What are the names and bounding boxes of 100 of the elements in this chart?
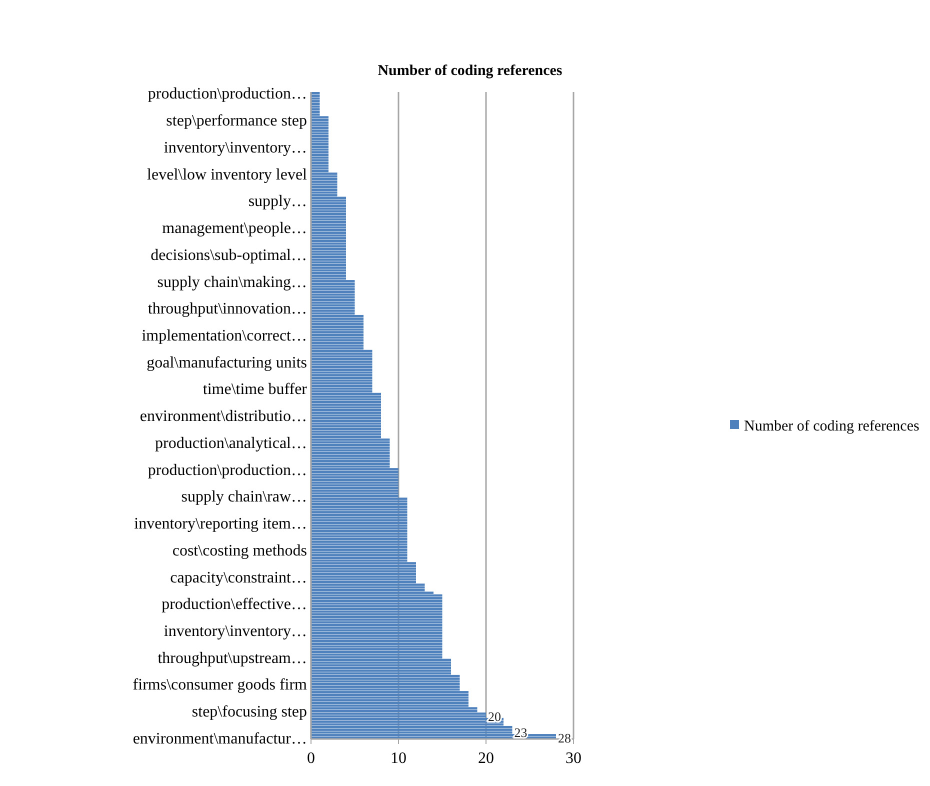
data-label: 28 [558,730,571,746]
y-tick-label: environment\distributio… [140,408,307,426]
bar [311,535,408,538]
bar [311,452,390,454]
bar [311,116,328,118]
bar [311,368,372,371]
bar [311,167,328,170]
y-tick-label: production\production… [148,462,307,479]
bar [311,570,416,572]
x-tick-label: 10 [390,750,406,767]
bar [311,366,372,368]
bar [311,634,442,637]
bar [311,360,372,363]
bar [311,172,338,175]
bar [311,726,512,728]
bar [311,304,355,306]
x-tick-label: 0 [307,750,315,767]
bar [311,352,372,355]
bar [311,339,364,342]
y-tick-label: supply chain\raw… [181,488,307,506]
bar [311,412,381,414]
bar [311,146,328,148]
bar [311,454,390,457]
bar [311,441,390,444]
bar [311,282,355,286]
bar [311,398,381,401]
bar [311,288,355,290]
bar [311,662,451,664]
bar [311,567,416,570]
bar [311,425,381,428]
bar [311,597,442,600]
bar [311,216,346,218]
bar [311,253,346,256]
bar [311,682,460,686]
bar [311,484,398,486]
bar [311,640,442,642]
bar [311,240,346,242]
bar [311,532,408,535]
y-tick-label: inventory\inventory… [164,623,307,640]
bar [311,694,468,696]
y-tick-label: inventory\inventory… [164,139,307,156]
bar [311,446,390,449]
y-tick-label: supply… [248,193,307,210]
bar [311,554,408,556]
bar [311,232,346,234]
bar [311,548,408,551]
bar [311,506,408,508]
y-tick-label: supply chain\making… [157,274,307,291]
bar [311,576,416,578]
y-tick-label: level\low inventory level [147,166,308,184]
bar [311,323,364,326]
bar [311,293,355,296]
bar [311,438,390,441]
bar [311,258,346,261]
bar [311,143,328,146]
bar [311,691,468,694]
y-tick-label: throughput\upstream… [158,650,307,667]
chart-title: Number of coding references [378,63,562,79]
bar [311,374,372,376]
bar [311,546,408,548]
bar [311,584,425,586]
bar [311,331,364,334]
y-tick-label: throughput\innovation… [148,300,307,318]
bar [311,600,442,602]
bar [311,124,328,127]
y-tick-label: production\production… [148,86,307,103]
bar [311,605,442,608]
bar [311,261,346,264]
bar [311,562,416,564]
bar [311,503,408,506]
bar [311,92,320,94]
bar [311,108,320,110]
bar [311,237,346,240]
bar [311,642,442,645]
bar [311,250,346,253]
bar [311,430,381,433]
bar [311,433,381,436]
bar [311,302,355,304]
bar [311,626,442,629]
bar [311,186,338,188]
bar [311,224,346,226]
bar [311,180,338,183]
bar [311,202,346,204]
bar [311,621,442,624]
y-tick-label: goal\manufacturing units [146,354,307,372]
y-tick-label: management\people… [162,220,307,238]
bar [311,156,328,159]
bar [311,376,372,380]
bar [311,280,355,282]
bar [311,527,408,530]
bar [311,648,442,650]
y-tick-label: cost\costing methods [172,542,307,560]
x-tick-label: 30 [566,750,582,767]
bar [311,272,346,274]
bar [311,519,408,522]
y-tick-label: production\analytical… [155,434,307,452]
y-tick-label: step\focusing step [192,704,307,721]
y-tick-label: step\performance step [166,112,307,130]
bar [311,208,346,210]
bar [311,229,346,232]
